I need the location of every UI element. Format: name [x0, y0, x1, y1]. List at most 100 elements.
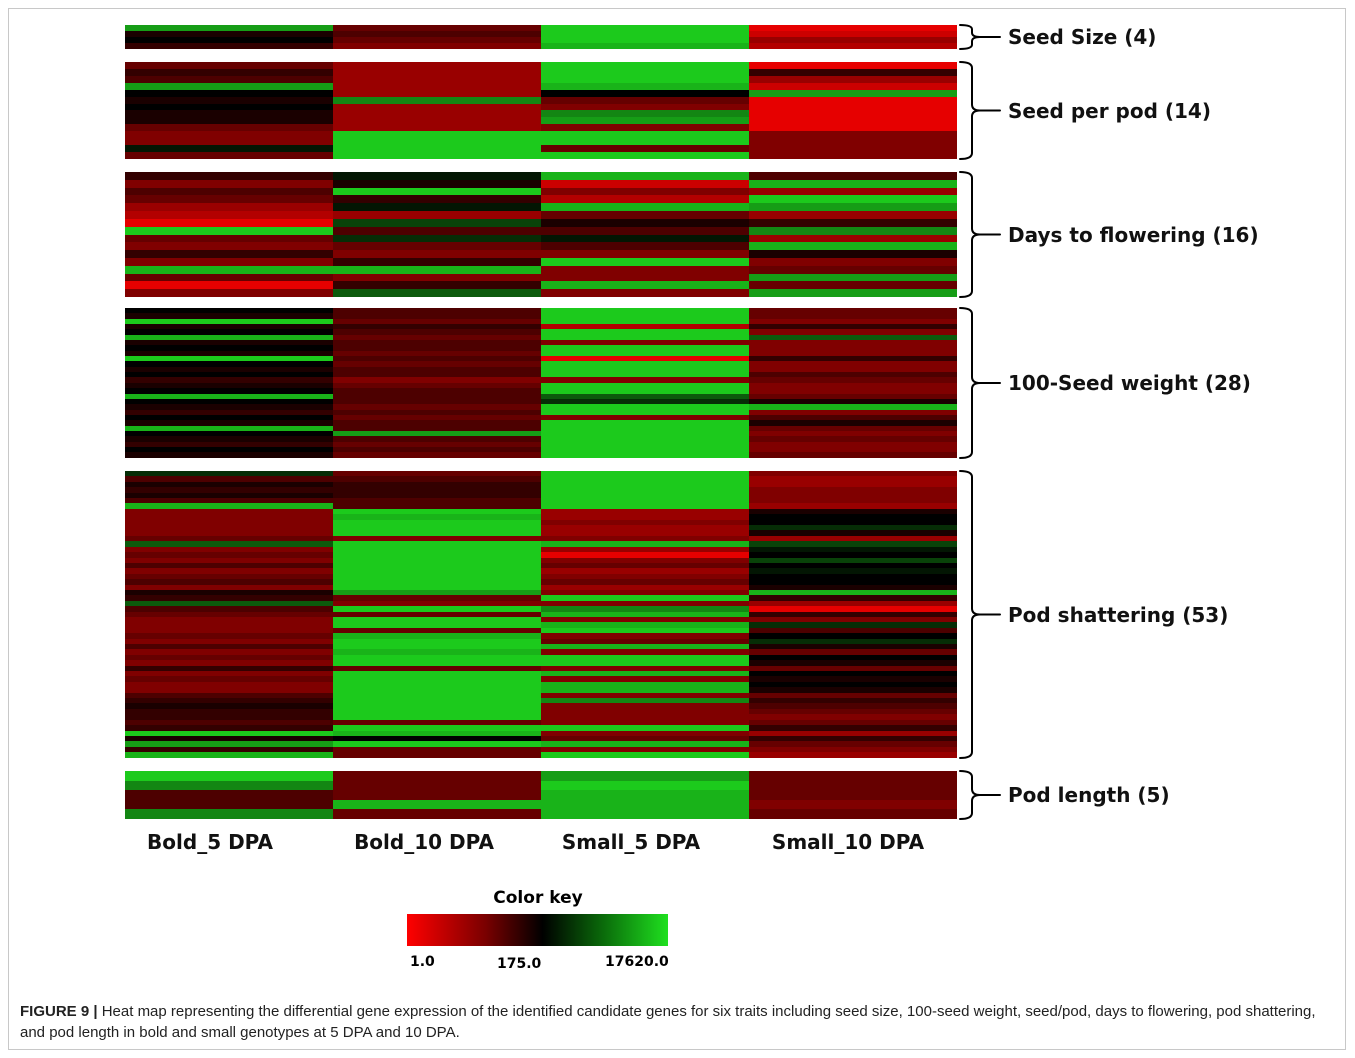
- heatmap-row: [125, 313, 957, 319]
- trait-label-seed-per-pod: Seed per pod (14): [1008, 98, 1211, 123]
- heatmap-row: [125, 145, 957, 152]
- heatmap-row: [125, 388, 957, 394]
- heatmap-cell: [125, 606, 333, 612]
- heatmap-row: [125, 471, 957, 477]
- heatmap-cell: [749, 452, 957, 458]
- heatmap-cell: [541, 131, 749, 139]
- caption-text: Heat map representing the differential g…: [20, 1003, 1316, 1041]
- heatmap-cell: [749, 735, 957, 742]
- heatmap-cell: [749, 25, 957, 31]
- heatmap-row: [125, 799, 957, 810]
- heatmap-cell: [333, 179, 541, 188]
- heatmap-cell: [125, 752, 333, 758]
- heatmap-cell: [125, 151, 333, 159]
- heatmap-cell: [541, 633, 749, 639]
- heatmap-row: [125, 476, 957, 482]
- heatmap-cell: [541, 218, 749, 227]
- heatmap-cell: [541, 535, 749, 542]
- heatmap-cell: [749, 708, 957, 715]
- heatmap-cell: [125, 687, 333, 693]
- heatmap-cell: [749, 530, 957, 536]
- heatmap-cell: [541, 382, 749, 389]
- heatmap-cell: [541, 719, 749, 726]
- heatmap-row: [125, 752, 957, 758]
- heatmap-cell: [333, 446, 541, 453]
- heatmap-cell: [541, 579, 749, 585]
- heatmap-cell: [125, 627, 333, 634]
- heatmap-row: [125, 746, 957, 753]
- heatmap-cell: [125, 124, 333, 132]
- heatmap-row: [125, 633, 957, 639]
- heatmap-cell: [333, 584, 541, 590]
- heatmap-cell: [749, 211, 957, 219]
- heatmap-cell: [333, 708, 541, 715]
- heatmap-block-seed-per-pod: [125, 62, 957, 159]
- heatmap-cell: [333, 195, 541, 204]
- heatmap-row: [125, 203, 957, 212]
- heatmap-cell: [125, 452, 333, 458]
- heatmap-cell: [333, 573, 541, 580]
- heatmap-cell: [125, 226, 333, 235]
- heatmap-cell: [125, 62, 333, 69]
- heatmap-cell: [749, 790, 957, 800]
- heatmap-cell: [333, 124, 541, 132]
- heatmap-cell: [541, 725, 749, 731]
- heatmap-cell: [333, 790, 541, 800]
- heatmap-cell: [333, 425, 541, 431]
- heatmap-cell: [125, 131, 333, 139]
- heatmap-cell: [333, 471, 541, 477]
- heatmap-cell: [333, 735, 541, 742]
- heatmap-cell: [333, 741, 541, 747]
- heatmap-cell: [541, 476, 749, 482]
- heatmap-cell: [333, 498, 541, 504]
- heatmap-cell: [541, 498, 749, 504]
- heatmap-cell: [541, 514, 749, 520]
- heatmap-cell: [749, 273, 957, 282]
- heatmap-cell: [333, 398, 541, 405]
- heatmap-cell: [125, 388, 333, 394]
- heatmap-cell: [333, 746, 541, 753]
- heatmap-cell: [541, 242, 749, 251]
- heatmap-cell: [749, 110, 957, 118]
- heatmap-cell: [541, 195, 749, 204]
- heatmap-cell: [541, 393, 749, 399]
- heatmap-cell: [749, 372, 957, 378]
- heatmap-cell: [541, 730, 749, 736]
- heatmap-cell: [333, 409, 541, 415]
- heatmap-cell: [125, 289, 333, 297]
- heatmap-cell: [541, 265, 749, 274]
- heatmap-cell: [333, 681, 541, 688]
- heatmap-cell: [125, 257, 333, 266]
- heatmap-row: [125, 179, 957, 188]
- heatmap-cell: [333, 568, 541, 574]
- heatmap-cell: [333, 719, 541, 726]
- heatmap-row: [125, 75, 957, 83]
- heatmap-cell: [125, 96, 333, 104]
- heatmap-row: [125, 377, 957, 383]
- heatmap-cell: [541, 525, 749, 531]
- heatmap-cell: [749, 573, 957, 580]
- color-key-min: 1.0: [410, 954, 435, 970]
- heatmap-row: [125, 514, 957, 520]
- heatmap-cell: [333, 96, 541, 104]
- heatmap-cell: [125, 725, 333, 731]
- column-label-bold-10dpa: Bold_10 DPA: [354, 830, 494, 854]
- heatmap-cell: [125, 43, 333, 49]
- heatmap-row: [125, 218, 957, 227]
- heatmap-cell: [541, 377, 749, 383]
- heatmap-cell: [125, 420, 333, 426]
- heatmap-cell: [125, 82, 333, 90]
- heatmap-cell: [749, 525, 957, 531]
- heatmap-cell: [749, 124, 957, 132]
- heatmap-cell: [125, 324, 333, 330]
- heatmap-cell: [333, 420, 541, 426]
- heatmap-cell: [333, 234, 541, 243]
- heatmap-cell: [333, 487, 541, 493]
- heatmap-cell: [333, 633, 541, 639]
- heatmap-cell: [749, 203, 957, 212]
- heatmap-row: [125, 187, 957, 196]
- heatmap-cell: [333, 361, 541, 367]
- heatmap-row: [125, 530, 957, 536]
- heatmap-cell: [749, 318, 957, 325]
- heatmap-cell: [541, 356, 749, 362]
